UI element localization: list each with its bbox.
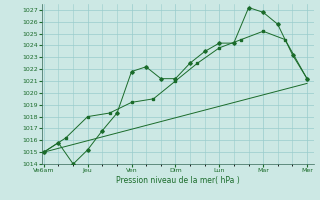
X-axis label: Pression niveau de la mer( hPa ): Pression niveau de la mer( hPa ): [116, 176, 239, 185]
